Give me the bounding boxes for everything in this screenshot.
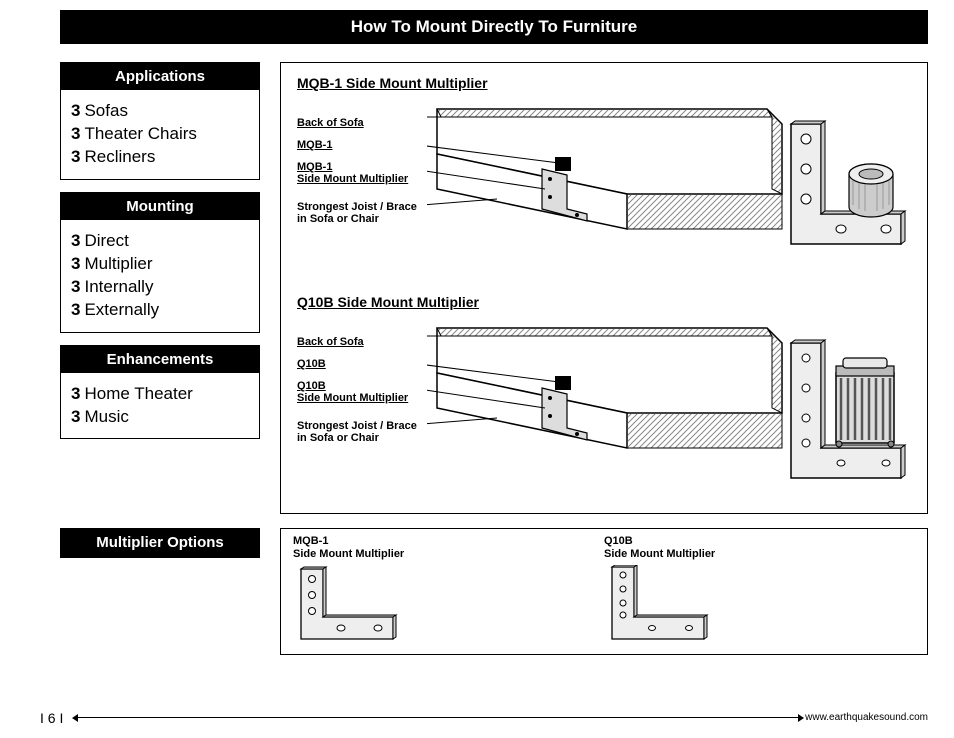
list-item: 3Externally: [71, 299, 249, 322]
footer-url: www.earthquakesound.com: [805, 712, 928, 723]
list-item: 3Multiplier: [71, 253, 249, 276]
option-mqb1: MQB-1Side Mount Multiplier: [293, 535, 604, 650]
label-device: Q10B: [297, 358, 417, 370]
applications-body: 3Sofas 3Theater Chairs 3Recliners: [61, 90, 259, 179]
sofa-cutaway-illustration: [427, 318, 787, 498]
page-footer: I 6 I www.earthquakesound.com: [20, 710, 928, 726]
enhancements-box: Enhancements 3Home Theater 3Music: [60, 345, 260, 440]
multiplier-options-header: Multiplier Options: [60, 528, 260, 558]
enhancements-body: 3Home Theater 3Music: [61, 373, 259, 439]
list-item: 3Music: [71, 406, 249, 429]
option-label: MQB-1Side Mount Multiplier: [293, 535, 604, 561]
label-joist: Strongest Joist / Bracein Sofa or Chair: [297, 201, 417, 225]
option-q10b: Q10BSide Mount Multiplier: [604, 535, 915, 650]
diagram-panel: MQB-1 Side Mount Multiplier Back of Sofa…: [280, 62, 928, 514]
sofa-cutaway-illustration: [427, 99, 787, 269]
label-multiplier: MQB-1Side Mount Multiplier: [297, 161, 417, 185]
applications-box: Applications 3Sofas 3Theater Chairs 3Rec…: [60, 62, 260, 180]
list-item: 3Recliners: [71, 146, 249, 169]
diagram1-labels: Back of Sofa MQB-1 MQB-1Side Mount Multi…: [297, 117, 417, 236]
list-item: 3Direct: [71, 230, 249, 253]
diagram1: Back of Sofa MQB-1 MQB-1Side Mount Multi…: [297, 99, 911, 274]
page-title-bar: How To Mount Directly To Furniture: [60, 10, 928, 44]
label-device: MQB-1: [297, 139, 417, 151]
list-item: 3Sofas: [71, 100, 249, 123]
diagram1-title: MQB-1 Side Mount Multiplier: [297, 75, 911, 91]
label-back-of-sofa: Back of Sofa: [297, 336, 417, 348]
option-label: Q10BSide Mount Multiplier: [604, 535, 915, 561]
diagram2-title: Q10B Side Mount Multiplier: [297, 294, 911, 310]
mounting-header: Mounting: [61, 193, 259, 220]
enhancements-header: Enhancements: [61, 346, 259, 373]
main-content-row: Applications 3Sofas 3Theater Chairs 3Rec…: [60, 62, 928, 514]
multiplier-options-row: Multiplier Options MQB-1Side Mount Multi…: [60, 528, 928, 655]
q10b-bracket-icon: [604, 565, 714, 645]
q10b-bracket-detail-illustration: [781, 338, 911, 488]
page-number: I 6 I: [40, 710, 63, 726]
mounting-box: Mounting 3Direct 3Multiplier 3Internally…: [60, 192, 260, 333]
footer-rule: [78, 717, 798, 718]
sidebar: Applications 3Sofas 3Theater Chairs 3Rec…: [60, 62, 260, 514]
label-back-of-sofa: Back of Sofa: [297, 117, 417, 129]
mqb1-bracket-icon: [293, 565, 403, 645]
label-joist: Strongest Joist / Bracein Sofa or Chair: [297, 420, 417, 444]
list-item: 3Theater Chairs: [71, 123, 249, 146]
list-item: 3Home Theater: [71, 383, 249, 406]
mounting-body: 3Direct 3Multiplier 3Internally 3Externa…: [61, 220, 259, 332]
list-item: 3Internally: [71, 276, 249, 299]
applications-header: Applications: [61, 63, 259, 90]
label-multiplier: Q10BSide Mount Multiplier: [297, 380, 417, 404]
mqb-bracket-detail-illustration: [781, 119, 911, 249]
multiplier-options-body: MQB-1Side Mount Multiplier Q10BSide Moun…: [280, 528, 928, 655]
diagram2: Back of Sofa Q10B Q10BSide Mount Multipl…: [297, 318, 911, 503]
diagram2-labels: Back of Sofa Q10B Q10BSide Mount Multipl…: [297, 336, 417, 455]
